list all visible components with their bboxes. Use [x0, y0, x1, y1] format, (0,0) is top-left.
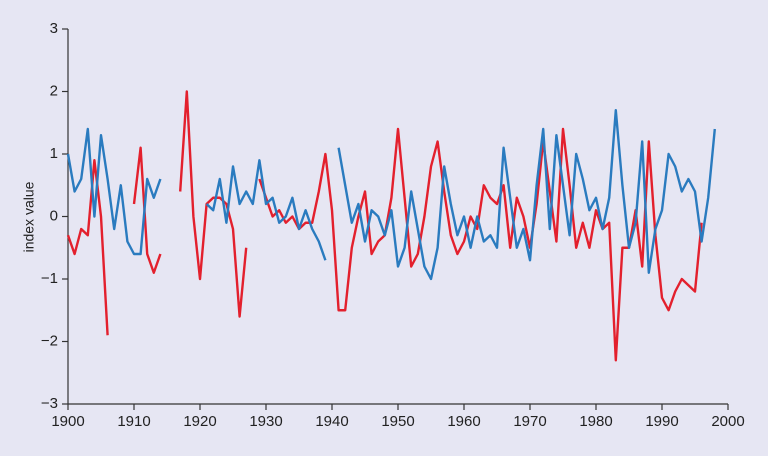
y-tick-label: 3: [50, 20, 58, 37]
x-tick-label: 1940: [315, 413, 348, 430]
x-tick-label: 1900: [51, 413, 84, 430]
x-tick-label: 1910: [117, 413, 150, 430]
x-tick-label: 1930: [249, 413, 282, 430]
y-tick-label: −1: [41, 270, 58, 287]
y-tick-label: −2: [41, 332, 58, 349]
y-axis-label: index value: [21, 181, 37, 252]
data-line: [66, 90, 703, 362]
x-tick-label: 1980: [579, 413, 612, 430]
data-line: [66, 109, 716, 281]
y-tick-label: 0: [50, 207, 58, 224]
y-tick-label: 2: [50, 82, 58, 99]
x-tick-label: 1990: [645, 413, 678, 430]
y-tick-label: 1: [50, 145, 58, 162]
x-tick-label: 1970: [513, 413, 546, 430]
x-tick-label: 1950: [381, 413, 414, 430]
x-tick-label: 1920: [183, 413, 216, 430]
x-tick-label: 1960: [447, 413, 480, 430]
x-tick-label: 2000: [711, 413, 744, 430]
y-tick-label: −3: [41, 395, 58, 412]
